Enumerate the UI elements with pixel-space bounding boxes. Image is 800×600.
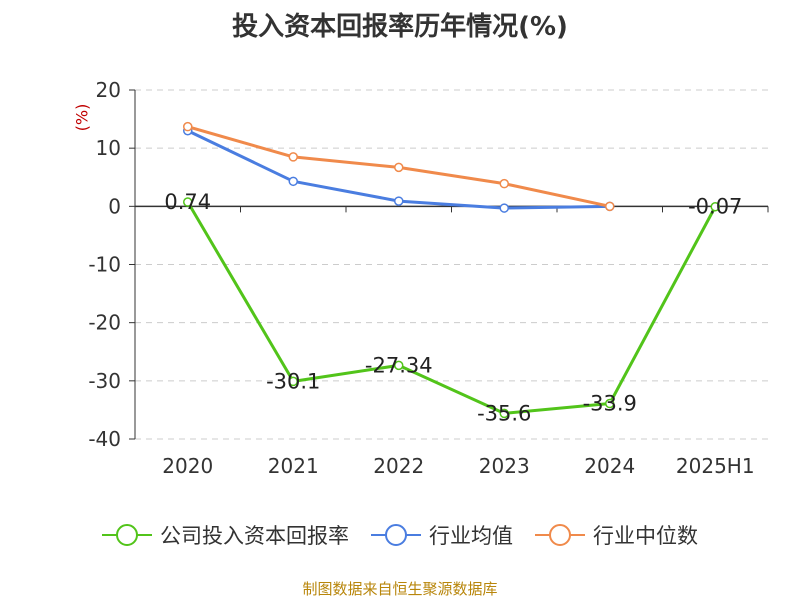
x-tick-label: 2020 bbox=[162, 454, 213, 478]
data-label: -27.34 bbox=[365, 353, 433, 377]
legend-marker-company bbox=[102, 523, 152, 547]
y-tick-label: -40 bbox=[88, 427, 121, 451]
data-point bbox=[288, 152, 298, 162]
data-point bbox=[183, 121, 193, 132]
series-line bbox=[186, 201, 717, 415]
data-point bbox=[499, 203, 509, 213]
data-point bbox=[394, 162, 404, 173]
legend-item-industry-median[interactable]: 行业中位数 bbox=[535, 520, 698, 550]
x-tick-label: 2021 bbox=[268, 454, 319, 478]
chart-title: 投入资本回报率历年情况(%) bbox=[232, 12, 568, 42]
data-point bbox=[288, 176, 298, 187]
data-point bbox=[710, 201, 720, 212]
gridlines bbox=[135, 89, 768, 440]
legend-label-industry-median: 行业中位数 bbox=[593, 524, 698, 548]
source-note: 制图数据来自恒生聚源数据库 bbox=[302, 580, 498, 598]
y-tick-label: -10 bbox=[88, 253, 121, 277]
data-label: -33.9 bbox=[583, 392, 637, 416]
y-tick-label: 10 bbox=[96, 136, 121, 160]
legend-label-company: 公司投入资本回报率 bbox=[160, 524, 349, 548]
legend-marker-industry-median bbox=[535, 523, 585, 547]
data-labels: 0.74 -30.1 -27.34 -35.6 -33.9 -0.07 bbox=[164, 190, 742, 425]
x-tick-label: 2023 bbox=[479, 454, 530, 478]
legend: 公司投入资本回报率 行业均值 行业中位数 bbox=[0, 520, 800, 550]
data-label: -0.07 bbox=[688, 195, 742, 219]
data-point bbox=[288, 376, 298, 387]
x-tick-label: 2025H1 bbox=[676, 454, 755, 478]
data-point bbox=[394, 196, 404, 206]
axes: 20 10 0 -10 -20 -30 -40 2020 2021 2022 2023 2024 202… bbox=[88, 78, 769, 478]
x-tick-label: 2024 bbox=[584, 454, 635, 478]
legend-label-industry-avg: 行业均值 bbox=[429, 524, 513, 548]
data-label: 0.74 bbox=[164, 190, 211, 214]
legend-item-industry-avg[interactable]: 行业均值 bbox=[371, 520, 513, 550]
series-lines bbox=[183, 121, 720, 419]
data-label: -35.6 bbox=[477, 401, 531, 425]
data-point bbox=[499, 178, 509, 189]
data-point bbox=[605, 201, 615, 212]
data-point bbox=[605, 398, 615, 409]
y-tick-label: 20 bbox=[96, 78, 121, 102]
x-tick-label: 2022 bbox=[373, 454, 424, 478]
data-point bbox=[394, 360, 404, 371]
data-point bbox=[499, 408, 509, 419]
legend-item-company[interactable]: 公司投入资本回报率 bbox=[102, 520, 349, 550]
y-tick-label: -20 bbox=[88, 311, 121, 335]
y-tick-label: -30 bbox=[88, 369, 121, 393]
data-label: -30.1 bbox=[266, 369, 320, 393]
legend-marker-industry-avg bbox=[371, 523, 421, 547]
y-tick-label: 0 bbox=[108, 194, 121, 218]
data-point bbox=[183, 197, 193, 207]
